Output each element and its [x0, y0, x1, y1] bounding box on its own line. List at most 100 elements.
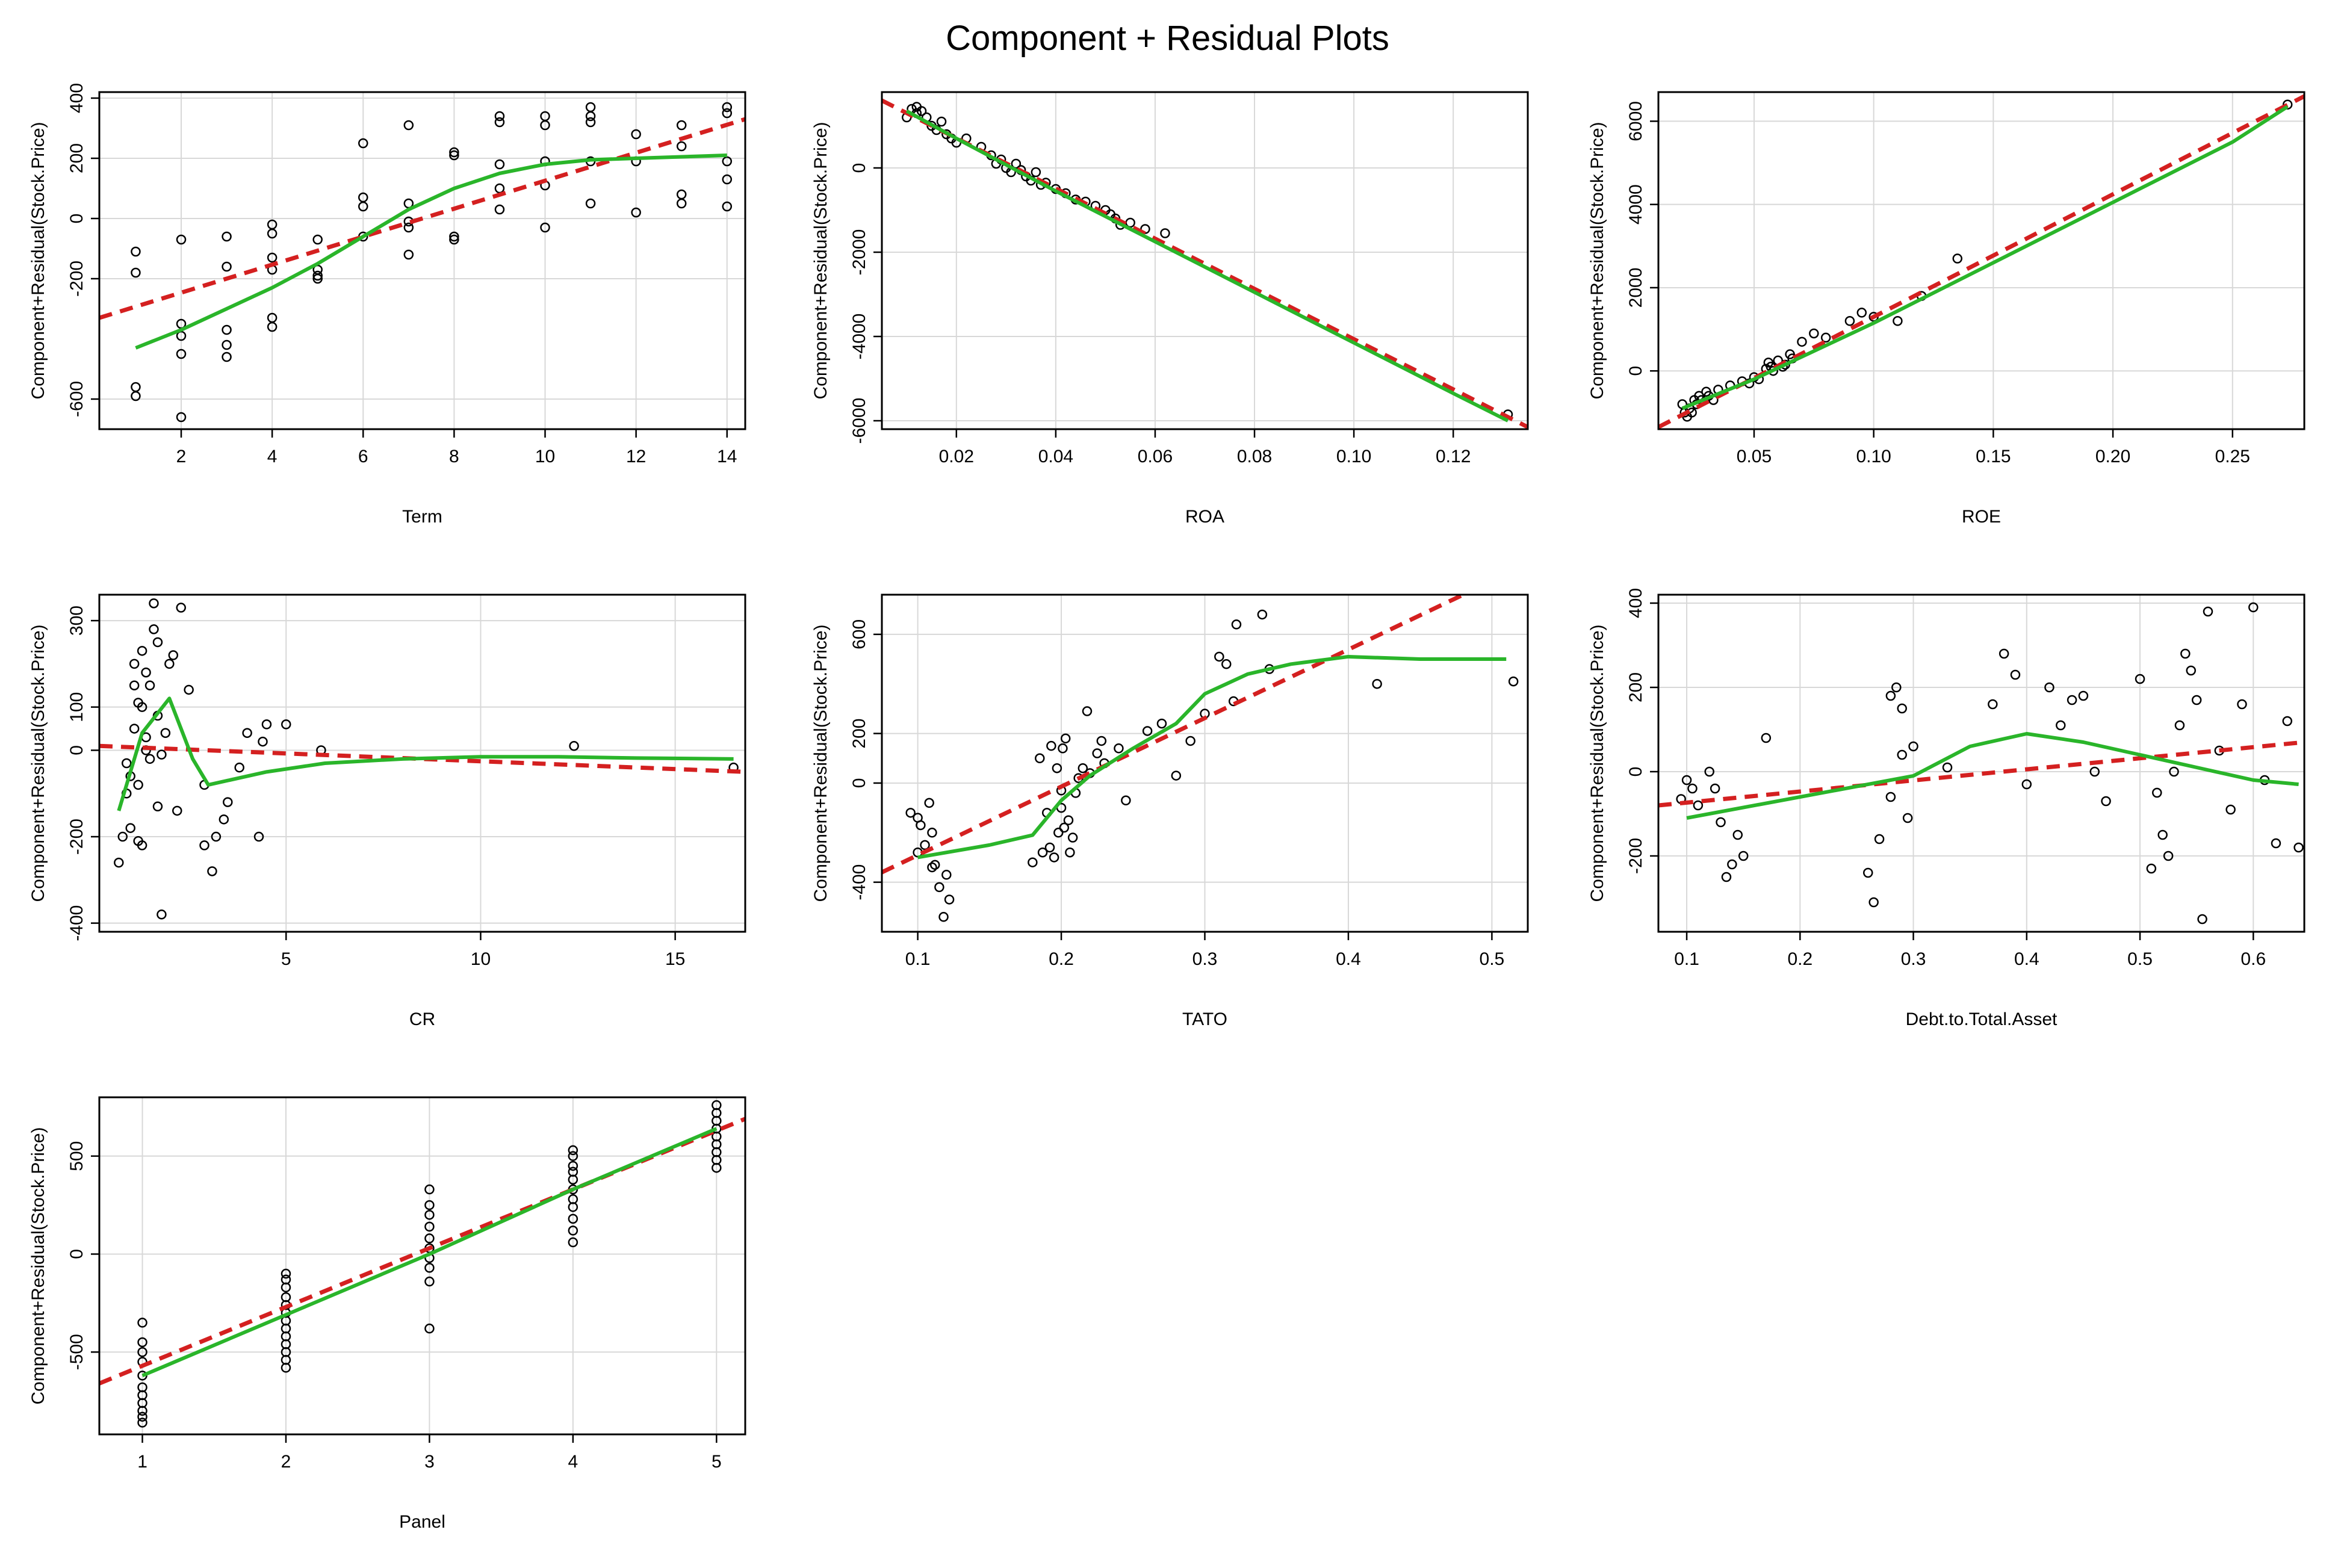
data-point: [223, 797, 233, 807]
data-point: [1856, 308, 1867, 318]
data-point: [927, 862, 937, 873]
plot-frame: [1657, 593, 2306, 933]
data-point: [1044, 842, 1055, 853]
x-tick-label: 0.20: [2095, 447, 2130, 466]
y-tick-label: 200: [1626, 672, 1646, 702]
data-point: [184, 684, 194, 695]
data-point: [2191, 695, 2202, 705]
data-point: [1035, 753, 1045, 764]
data-point: [152, 801, 163, 812]
plot-frame: [1657, 91, 2306, 430]
data-point: [1053, 828, 1064, 838]
data-point: [312, 273, 323, 284]
data-point: [540, 222, 550, 233]
data-point: [676, 189, 687, 200]
data-point: [1844, 315, 1855, 326]
data-point: [144, 680, 155, 691]
panel-3: 0.05 0.10 0.15 0.20 0.25 0 2000 4000 6000 ROE Comp…: [1587, 91, 2306, 527]
data-point: [494, 159, 505, 170]
data-point: [1797, 336, 1807, 347]
plot-frame: [98, 593, 746, 933]
data-point: [2180, 648, 2191, 659]
data-point: [267, 252, 278, 263]
y-axis-title: Component+Residual(Stock.Price): [28, 1127, 48, 1404]
y-tick-label: -2000: [849, 229, 869, 276]
data-point: [1902, 813, 1913, 823]
linear-fit-line: [99, 117, 745, 320]
smooth-line: [141, 1127, 718, 1378]
data-point: [157, 910, 167, 920]
data-point: [494, 117, 505, 128]
data-point: [1687, 783, 1698, 794]
data-point: [157, 749, 167, 760]
y-tick-label: -500: [67, 1334, 87, 1370]
x-tick-label: 12: [626, 447, 646, 466]
data-point: [129, 680, 140, 691]
data-point: [1893, 315, 1903, 326]
x-tick-label: 0.05: [1737, 447, 1772, 466]
y-axis-title: Component+Residual(Stock.Price): [811, 122, 831, 399]
y-tick-label: 500: [67, 1141, 87, 1171]
panel-6: 0.1 0.2 0.3 0.4 0.5 0.6 -200 0 200 400 Debt.to.Tot…: [1587, 588, 2306, 1029]
data-point: [1221, 659, 1232, 669]
x-tick-label: 4: [568, 1452, 578, 1472]
data-point: [1710, 783, 1720, 794]
data-point: [358, 138, 368, 149]
data-point: [1732, 829, 1743, 840]
data-point: [2271, 838, 2281, 849]
data-point: [1067, 832, 1078, 843]
data-point: [2282, 716, 2293, 727]
data-point: [137, 1412, 147, 1422]
data-point: [494, 111, 505, 122]
data-point: [1716, 817, 1726, 828]
x-tick-label: 0.10: [1856, 447, 1891, 466]
data-point: [1885, 792, 1896, 802]
data-point: [424, 1233, 435, 1244]
data-point: [2157, 829, 2168, 840]
data-point: [1059, 822, 1070, 833]
y-tick-label: 4000: [1626, 184, 1646, 225]
data-point: [1011, 158, 1022, 169]
data-point: [722, 201, 733, 212]
x-tick-label: 5: [712, 1452, 722, 1472]
data-point: [585, 102, 596, 113]
y-tick-label: 6000: [1626, 101, 1646, 141]
data-point: [2101, 796, 2111, 807]
plot-area: [882, 595, 1519, 922]
x-tick-label: 0.4: [1336, 949, 1361, 969]
data-point: [1185, 736, 1195, 746]
y-axis-title: Component+Residual(Stock.Price): [1587, 624, 1607, 902]
data-point: [424, 1263, 435, 1273]
data-point: [1761, 733, 1772, 743]
x-tick-label: 0.15: [1976, 447, 2011, 466]
data-point: [2021, 779, 2032, 790]
data-point: [2010, 669, 2021, 680]
data-point: [1809, 328, 1819, 339]
data-point: [1681, 775, 1692, 786]
data-point: [1078, 763, 1088, 773]
data-point: [424, 1323, 435, 1334]
data-point: [131, 391, 141, 401]
data-point: [172, 805, 182, 816]
data-point: [1952, 253, 1963, 264]
data-point: [222, 352, 232, 362]
data-point: [722, 108, 733, 119]
data-point: [261, 719, 272, 730]
data-point: [403, 249, 414, 260]
data-point: [676, 120, 687, 131]
y-tick-label: 0: [849, 163, 869, 173]
data-point: [927, 828, 937, 838]
data-point: [1092, 748, 1102, 758]
plot-area: [1658, 602, 2304, 925]
y-tick-label: 400: [1626, 588, 1646, 618]
panel-2: 0.02 0.04 0.06 0.08 0.10 0.12 -6000 -4000 -2000 0…: [811, 91, 1529, 527]
x-tick-label: 0.10: [1336, 447, 1371, 466]
x-tick-label: 2: [176, 447, 187, 466]
data-point: [1214, 651, 1224, 662]
x-axis-title: Panel: [399, 1512, 445, 1532]
data-point: [1031, 167, 1041, 178]
data-point: [1863, 867, 1873, 878]
data-point: [2163, 851, 2174, 861]
x-tick-label: 0.06: [1138, 447, 1173, 466]
